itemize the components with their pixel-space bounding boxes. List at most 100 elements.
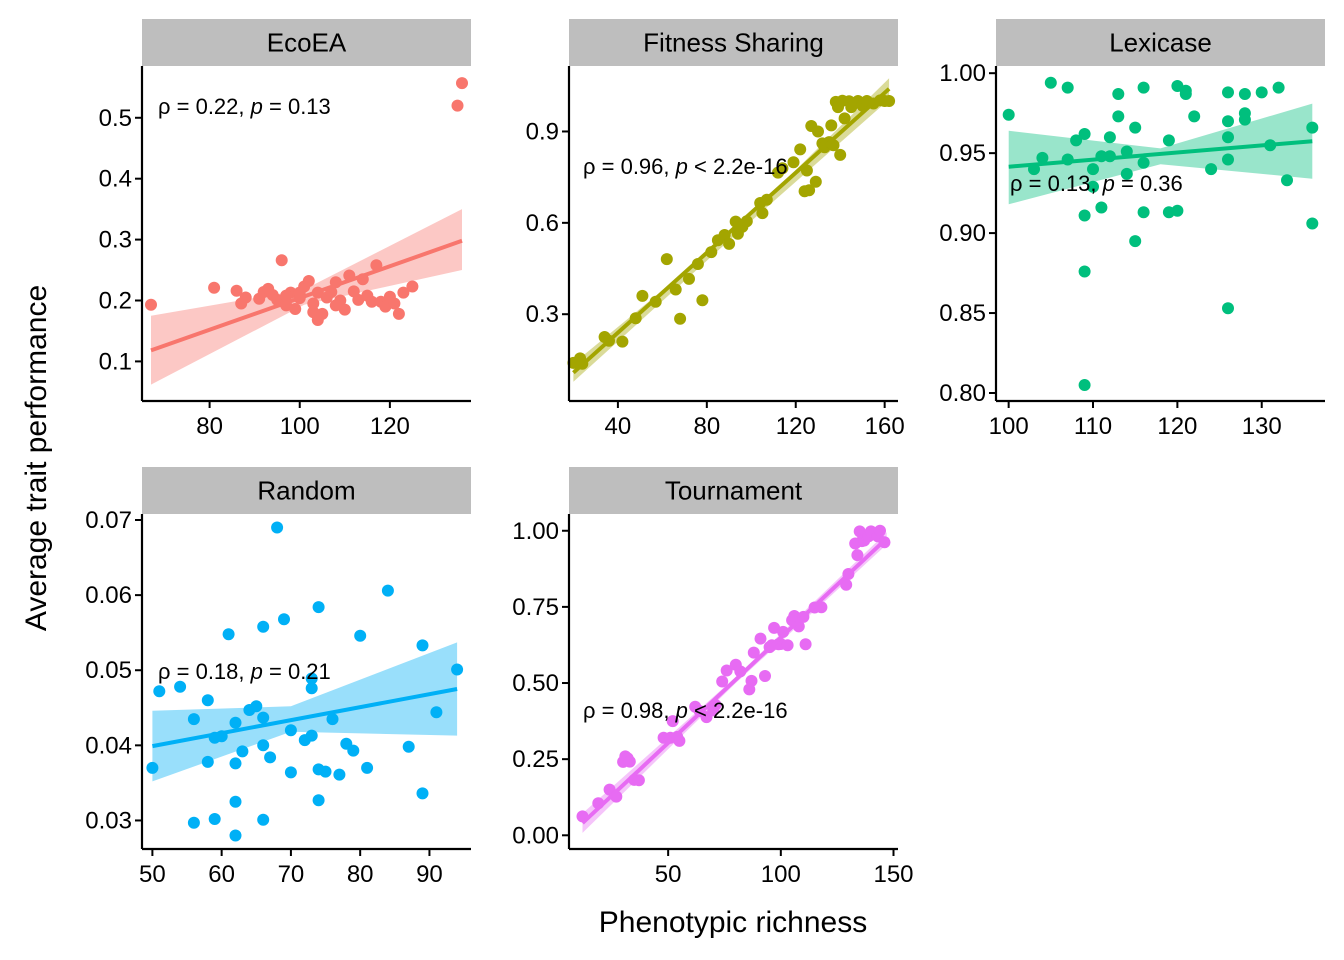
data-point xyxy=(809,175,822,188)
data-point xyxy=(838,112,851,125)
facet-panel-random: Random 50 60 70 80 90 0.03 0.04 0.05 0.06 0.07 ρ = … xyxy=(85,467,471,888)
data-point xyxy=(312,794,325,807)
x-axis-title: Phenotypic richness xyxy=(599,906,867,939)
y-tick-label: 0.2 xyxy=(99,288,132,315)
data-point xyxy=(416,639,429,652)
data-point xyxy=(406,280,419,293)
data-point xyxy=(1095,201,1108,214)
facet-strip-fitness-sharing xyxy=(569,19,898,66)
x-tick-label: 120 xyxy=(370,413,410,440)
confidence-band xyxy=(152,642,458,782)
y-tick-label: 0.4 xyxy=(99,166,132,193)
data-point xyxy=(275,254,288,267)
data-point xyxy=(239,291,252,304)
x-tick-label: 60 xyxy=(208,861,235,888)
y-tick-label: 0.06 xyxy=(85,582,132,609)
data-point xyxy=(720,664,733,677)
data-point xyxy=(1044,76,1057,89)
data-point xyxy=(284,766,297,779)
data-point xyxy=(1272,81,1285,94)
data-point xyxy=(307,297,320,310)
data-point xyxy=(834,148,847,161)
data-point xyxy=(451,663,464,676)
data-point xyxy=(388,297,401,310)
y-tick-label: 0.80 xyxy=(939,380,986,407)
x-tick-label: 40 xyxy=(605,413,632,440)
annotation-rho: ρ = 0.13, xyxy=(1010,171,1103,196)
y-tick-label: 0.90 xyxy=(939,220,986,247)
data-point xyxy=(305,682,318,695)
data-point xyxy=(632,774,645,787)
data-point xyxy=(271,521,284,534)
data-point xyxy=(174,680,187,693)
regression-line xyxy=(152,687,458,749)
data-point xyxy=(1036,151,1049,164)
annotation-p-value: = 0.21 xyxy=(263,659,331,684)
annotation-p-value: = 0.13 xyxy=(263,94,331,119)
data-point xyxy=(851,549,864,562)
data-point xyxy=(319,765,332,778)
regression-line xyxy=(572,87,891,375)
x-tick-label: 110 xyxy=(1074,413,1112,440)
data-point xyxy=(1137,81,1150,94)
data-point xyxy=(874,524,886,537)
data-point xyxy=(208,813,221,825)
data-point xyxy=(1112,88,1125,100)
y-tick-label: 0.75 xyxy=(512,594,559,621)
y-tick-label: 0.3 xyxy=(99,227,132,254)
data-point xyxy=(745,674,758,687)
data-point xyxy=(674,312,687,325)
data-point xyxy=(1103,131,1116,144)
data-point xyxy=(379,300,392,313)
annotation-p-value: = 0.36 xyxy=(1115,171,1183,196)
facet-strip-label: Fitness Sharing xyxy=(643,28,824,58)
data-point xyxy=(284,724,297,737)
y-tick-label: 0.50 xyxy=(512,670,559,697)
data-point xyxy=(208,281,221,294)
data-point xyxy=(799,638,812,651)
x-tick-label: 90 xyxy=(416,861,443,888)
x-tick-label: 50 xyxy=(139,861,166,888)
data-point xyxy=(1078,128,1091,140)
x-tick-label: 160 xyxy=(865,413,905,440)
data-point xyxy=(392,307,405,320)
x-tick-label: 80 xyxy=(196,413,223,440)
data-point xyxy=(146,761,159,774)
data-point xyxy=(1179,84,1192,97)
annotation-rho: ρ = 0.96, xyxy=(583,154,676,179)
data-point xyxy=(1171,204,1184,217)
data-point xyxy=(666,715,679,728)
x-tick-label: 80 xyxy=(347,861,374,888)
data-point xyxy=(1205,163,1218,176)
data-point xyxy=(250,700,263,713)
data-point xyxy=(883,95,896,107)
correlation-annotation: ρ = 0.18, p = 0.21 xyxy=(158,659,331,684)
y-tick-label: 0.6 xyxy=(526,210,559,237)
data-point xyxy=(229,795,242,808)
data-point xyxy=(660,253,673,266)
facet-strip-lexicase xyxy=(996,19,1325,66)
facet-strip-label: Lexicase xyxy=(1109,28,1212,58)
data-point xyxy=(365,295,378,308)
y-tick-label: 0.07 xyxy=(85,507,132,534)
data-point xyxy=(781,639,794,652)
data-point xyxy=(229,829,242,842)
facet-panels: EcoEA 80 100 120 0.1 0.2 0.3 0.4 0.5 ρ = 0.22, p … xyxy=(85,19,1325,888)
x-tick-label: 100 xyxy=(761,861,801,888)
data-point xyxy=(623,755,636,768)
data-point xyxy=(1078,379,1091,391)
y-tick-label: 0.95 xyxy=(939,140,986,167)
facet-panel-tournament: Tournament 50 100 150 0.00 0.25 0.50 0.75 1.00 ρ … xyxy=(512,467,914,888)
data-point xyxy=(1087,180,1099,193)
regression-line xyxy=(581,536,889,825)
data-point xyxy=(616,335,629,348)
correlation-annotation: ρ = 0.13, p = 0.36 xyxy=(1010,171,1183,196)
data-point xyxy=(636,289,649,302)
regression-line xyxy=(1008,139,1313,169)
data-point xyxy=(1238,113,1251,126)
y-axis-title: Average trait performance xyxy=(20,285,53,631)
data-point xyxy=(825,119,838,132)
y-tick-label: 0.1 xyxy=(99,348,132,375)
data-point xyxy=(1078,265,1091,278)
data-point xyxy=(352,293,365,306)
